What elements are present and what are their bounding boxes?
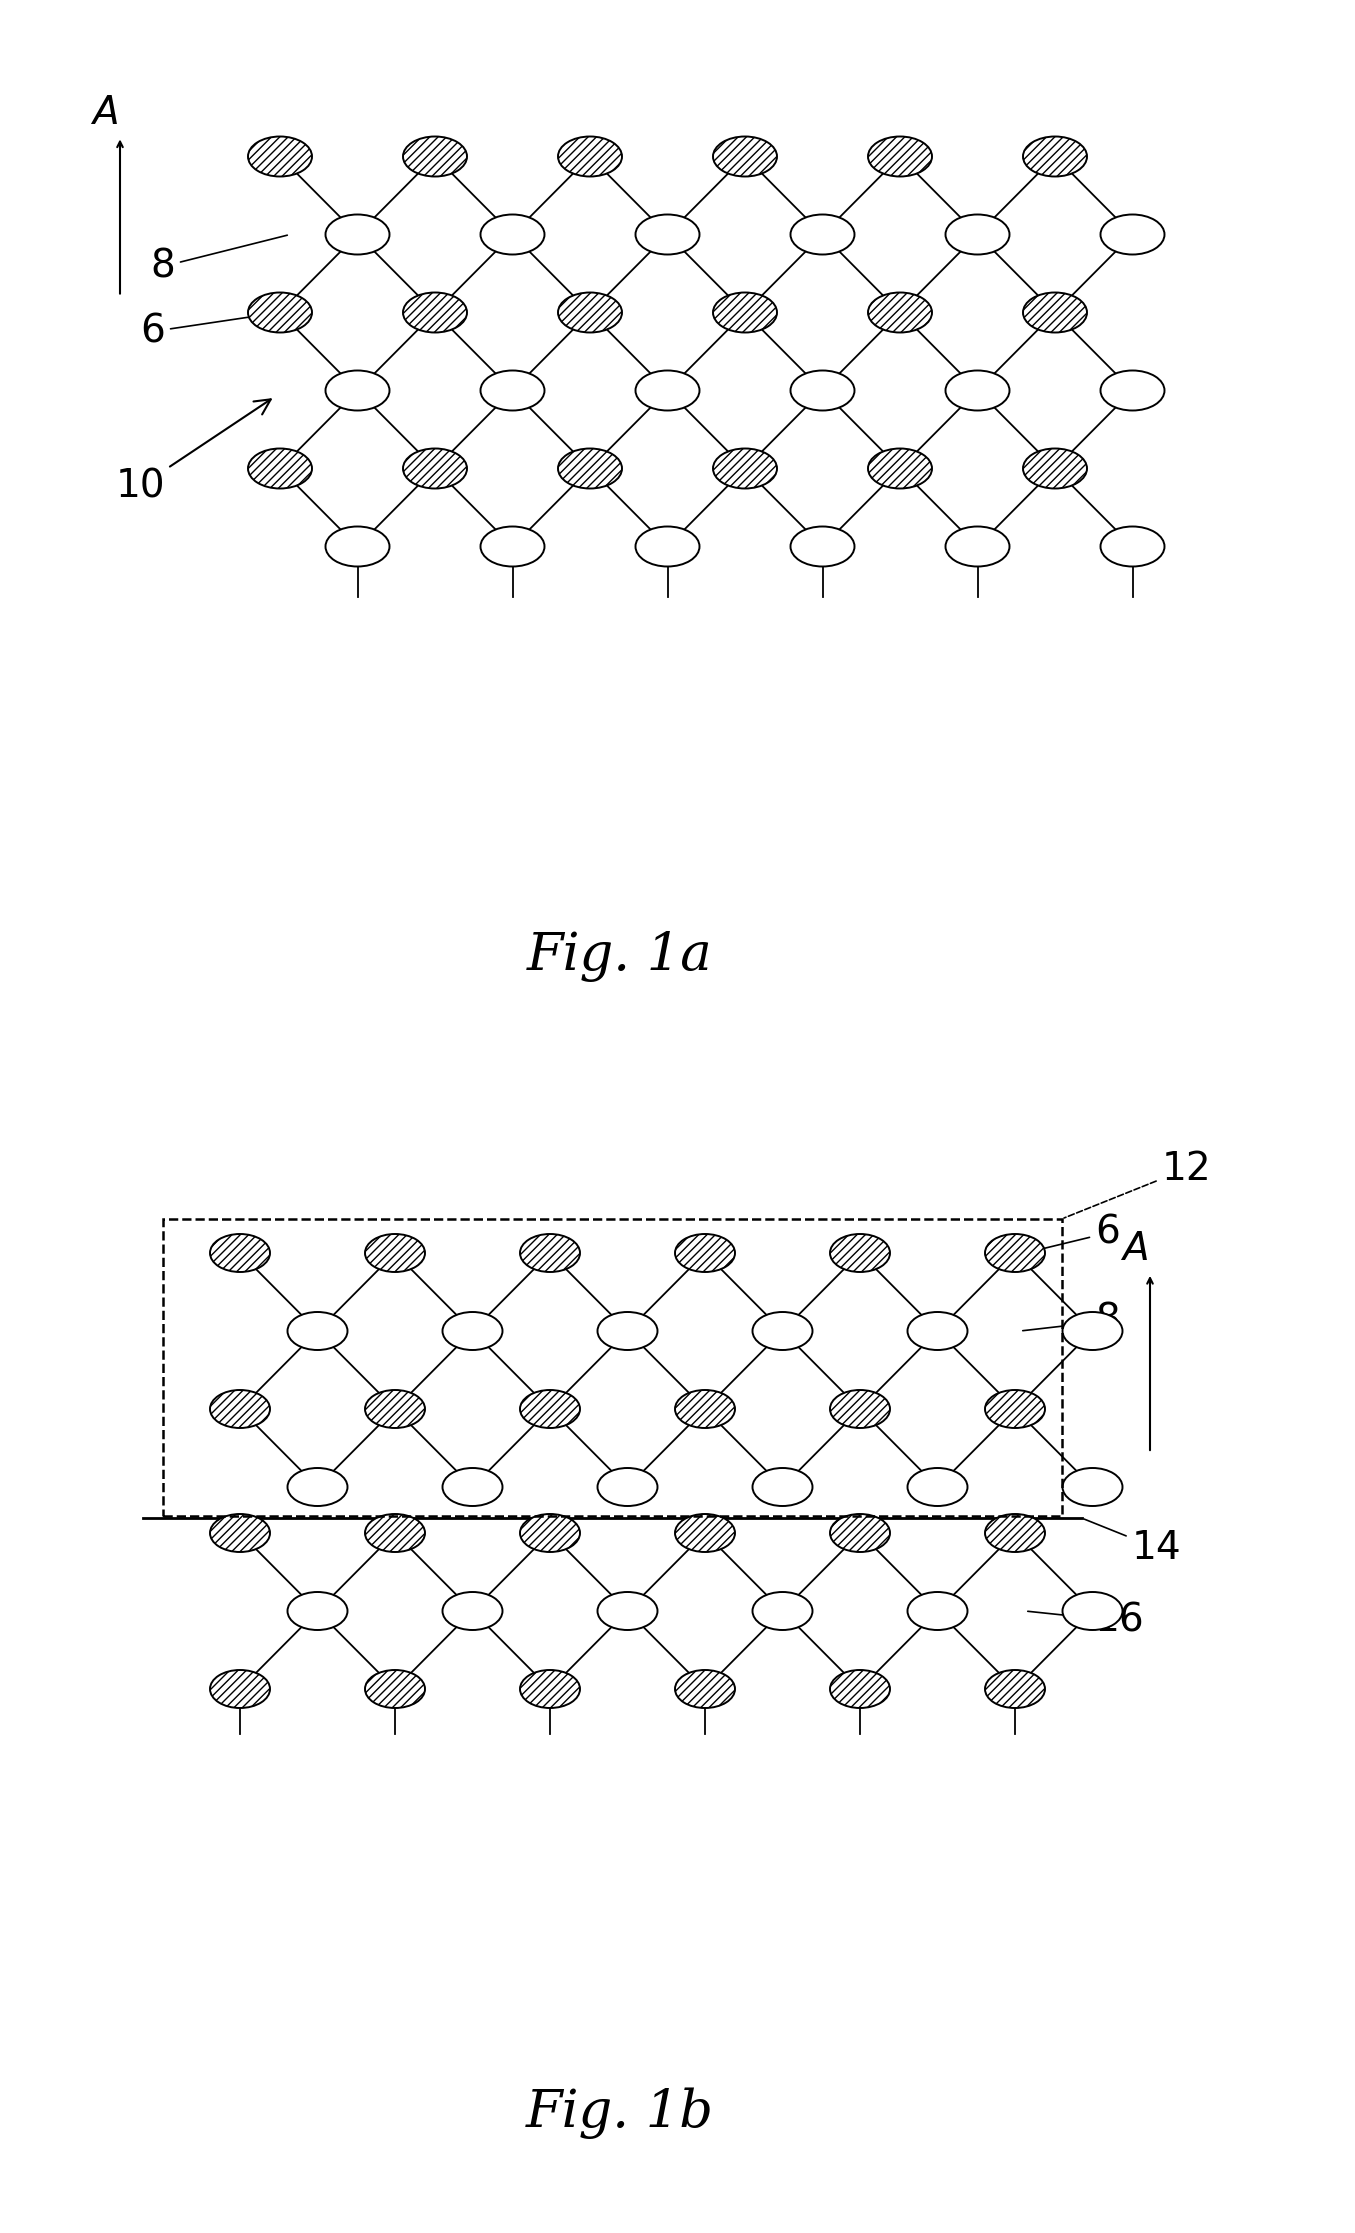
Ellipse shape [985, 1389, 1045, 1427]
Text: 10: 10 [115, 400, 271, 505]
Text: Fig. 1a: Fig. 1a [527, 931, 713, 983]
Ellipse shape [1062, 1313, 1122, 1351]
Ellipse shape [364, 1235, 425, 1273]
Ellipse shape [752, 1313, 813, 1351]
Ellipse shape [1100, 371, 1164, 411]
Ellipse shape [520, 1235, 580, 1273]
Ellipse shape [1100, 214, 1164, 255]
Text: Fig. 1b: Fig. 1b [526, 2088, 714, 2139]
Ellipse shape [675, 1389, 734, 1427]
Text: 8: 8 [150, 234, 287, 286]
Ellipse shape [402, 293, 467, 333]
Text: 8: 8 [1023, 1302, 1119, 1340]
Ellipse shape [713, 293, 776, 333]
Ellipse shape [443, 1592, 503, 1630]
Ellipse shape [713, 136, 776, 176]
Ellipse shape [210, 1670, 270, 1708]
Ellipse shape [481, 214, 545, 255]
Ellipse shape [325, 527, 389, 567]
Ellipse shape [248, 449, 312, 489]
Ellipse shape [1023, 449, 1087, 489]
Ellipse shape [831, 1670, 890, 1708]
Ellipse shape [713, 449, 776, 489]
Ellipse shape [908, 1313, 967, 1351]
Ellipse shape [481, 371, 545, 411]
Ellipse shape [985, 1670, 1045, 1708]
Ellipse shape [752, 1592, 813, 1630]
Text: A: A [92, 94, 118, 132]
Ellipse shape [869, 136, 932, 176]
Ellipse shape [831, 1235, 890, 1273]
Ellipse shape [790, 527, 855, 567]
Ellipse shape [675, 1670, 734, 1708]
Ellipse shape [402, 449, 467, 489]
Ellipse shape [210, 1389, 270, 1427]
Ellipse shape [558, 293, 622, 333]
Text: 14: 14 [1084, 1518, 1182, 1568]
Text: 12: 12 [1064, 1150, 1211, 1217]
Ellipse shape [287, 1592, 347, 1630]
Ellipse shape [869, 293, 932, 333]
Ellipse shape [364, 1389, 425, 1427]
Ellipse shape [675, 1514, 734, 1552]
Ellipse shape [635, 214, 699, 255]
Ellipse shape [520, 1670, 580, 1708]
Text: A: A [1122, 1230, 1148, 1268]
Ellipse shape [790, 214, 855, 255]
Ellipse shape [1062, 1467, 1122, 1505]
Ellipse shape [831, 1389, 890, 1427]
Ellipse shape [985, 1514, 1045, 1552]
Ellipse shape [598, 1467, 657, 1505]
Ellipse shape [790, 371, 855, 411]
Text: 6: 6 [140, 313, 278, 351]
Ellipse shape [364, 1670, 425, 1708]
Ellipse shape [946, 527, 1009, 567]
Ellipse shape [675, 1235, 734, 1273]
Ellipse shape [635, 527, 699, 567]
Text: 16: 16 [1027, 1601, 1145, 1639]
Ellipse shape [443, 1467, 503, 1505]
Ellipse shape [908, 1592, 967, 1630]
Ellipse shape [443, 1313, 503, 1351]
Ellipse shape [325, 371, 389, 411]
Ellipse shape [287, 1313, 347, 1351]
Ellipse shape [481, 527, 545, 567]
Ellipse shape [558, 449, 622, 489]
Ellipse shape [869, 449, 932, 489]
Ellipse shape [558, 136, 622, 176]
Ellipse shape [598, 1592, 657, 1630]
Ellipse shape [287, 1467, 347, 1505]
Ellipse shape [598, 1313, 657, 1351]
Ellipse shape [1100, 527, 1164, 567]
Ellipse shape [908, 1467, 967, 1505]
Ellipse shape [325, 214, 389, 255]
Ellipse shape [946, 214, 1009, 255]
Ellipse shape [1023, 293, 1087, 333]
Ellipse shape [402, 136, 467, 176]
Ellipse shape [831, 1514, 890, 1552]
Ellipse shape [1062, 1592, 1122, 1630]
Ellipse shape [946, 371, 1009, 411]
Ellipse shape [520, 1514, 580, 1552]
Ellipse shape [752, 1467, 813, 1505]
Ellipse shape [520, 1389, 580, 1427]
Ellipse shape [1023, 136, 1087, 176]
Ellipse shape [248, 136, 312, 176]
Ellipse shape [635, 371, 699, 411]
Ellipse shape [985, 1235, 1045, 1273]
Ellipse shape [248, 293, 312, 333]
Ellipse shape [210, 1235, 270, 1273]
Text: 6: 6 [1027, 1215, 1119, 1253]
Ellipse shape [210, 1514, 270, 1552]
Ellipse shape [364, 1514, 425, 1552]
